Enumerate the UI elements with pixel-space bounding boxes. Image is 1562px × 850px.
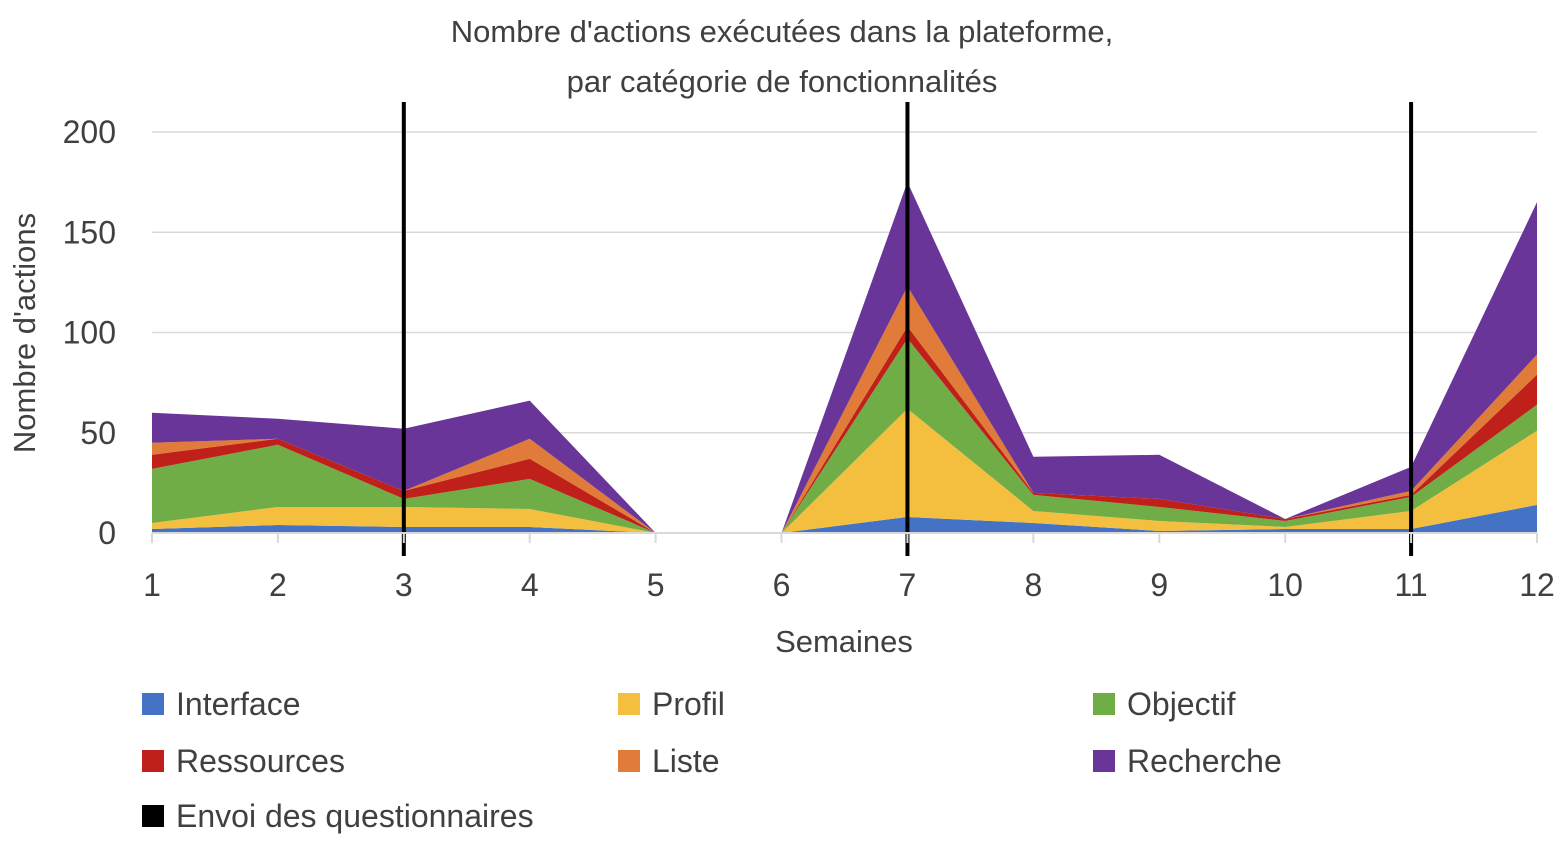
- x-axis-label: Semaines: [775, 624, 913, 659]
- legend-label-envoi-questionnaires: Envoi des questionnaires: [176, 798, 534, 834]
- chart-title-line-2: par catégorie de fonctionnalités: [567, 64, 998, 99]
- x-tick-label: 2: [269, 567, 287, 603]
- legend-label-liste: Liste: [652, 743, 720, 779]
- legend-label-ressources: Ressources: [176, 743, 345, 779]
- area-series-interface: [152, 504, 1537, 533]
- series-areas: [152, 182, 1537, 533]
- legend-label-interface: Interface: [176, 686, 301, 722]
- x-tick-label: 11: [1394, 567, 1427, 603]
- x-tick-label: 1: [143, 567, 161, 603]
- x-tick-label: 10: [1267, 567, 1303, 603]
- chart-title-line-1: Nombre d'actions exécutées dans la plate…: [451, 14, 1113, 49]
- legend-swatch-liste: [618, 750, 640, 772]
- y-tick-label: 50: [80, 415, 116, 451]
- y-tick-label: 200: [63, 114, 116, 150]
- legend-label-profil: Profil: [652, 686, 725, 722]
- area-series-recherche: [152, 182, 1537, 533]
- x-tick-label: 7: [899, 567, 917, 603]
- chart-title: Nombre d'actions exécutées dans la plate…: [451, 14, 1113, 99]
- x-tick-label: 3: [395, 567, 413, 603]
- x-tick-label: 5: [647, 567, 665, 603]
- x-tick-label: 9: [1150, 567, 1168, 603]
- x-tick-label: 6: [773, 567, 791, 603]
- legend: Interface Profil Objectif Ressources Liste Re…: [142, 686, 1282, 834]
- x-tick-label: 8: [1024, 567, 1042, 603]
- legend-swatch-profil: [618, 693, 640, 715]
- legend-label-objectif: Objectif: [1127, 686, 1236, 722]
- y-tick-label: 150: [63, 214, 116, 250]
- y-tick-label: 0: [98, 515, 116, 551]
- x-tick-label: 4: [521, 567, 539, 603]
- legend-swatch-envoi-questionnaires: [142, 805, 164, 827]
- legend-swatch-interface: [142, 693, 164, 715]
- x-tick-label: 12: [1519, 567, 1555, 603]
- legend-swatch-ressources: [142, 750, 164, 772]
- y-axis-label: Nombre d'actions: [7, 213, 42, 453]
- legend-swatch-objectif: [1093, 693, 1115, 715]
- legend-swatch-recherche: [1093, 750, 1115, 772]
- vertical-markers: [401, 102, 1414, 556]
- y-tick-label: 100: [63, 315, 116, 351]
- legend-label-recherche: Recherche: [1127, 743, 1282, 779]
